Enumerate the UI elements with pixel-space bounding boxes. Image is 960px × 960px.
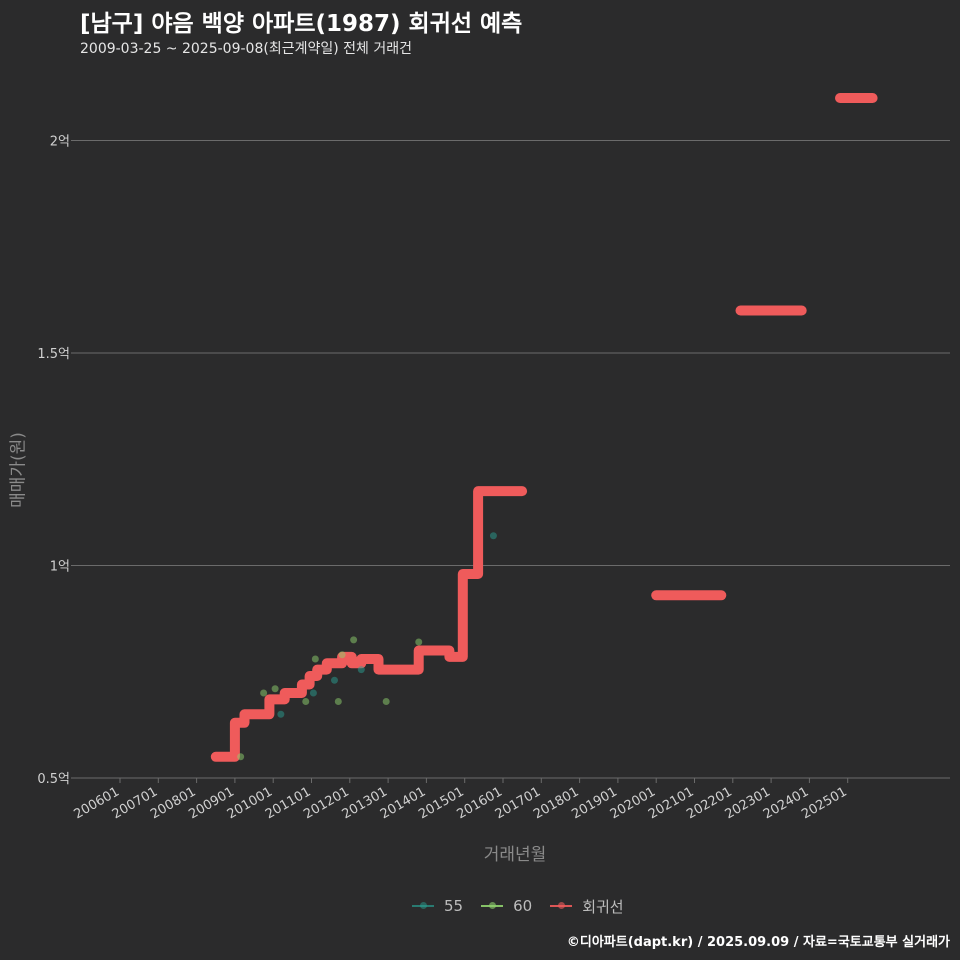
footer-credit: ©디아파트(dapt.kr) / 2025.09.09 / 자료=국토교통부 실… — [566, 935, 950, 950]
y-tick-label-3: 2억 — [50, 135, 70, 150]
legend-key-60 — [481, 896, 504, 916]
point-55-0 — [277, 710, 285, 718]
legend-label-60: 60 — [513, 897, 533, 915]
legend: 55 60 회귀선 — [412, 896, 642, 916]
y-tick-label-2: 1.5억 — [37, 347, 70, 362]
legend-key-55 — [412, 896, 434, 916]
point-55-1 — [309, 689, 317, 697]
point-55-3 — [357, 666, 365, 674]
legend-label-regression: 회귀선 — [582, 897, 624, 916]
chart-subtitle: 2009-03-25 ~ 2025-09-08(최근계약일) 전체 거래건 — [80, 41, 412, 57]
legend-key-regression — [550, 896, 573, 916]
point-60-5 — [334, 698, 342, 705]
point-60-1 — [260, 689, 268, 697]
legend-item-55: 55 — [412, 896, 463, 916]
point-55-2 — [330, 676, 338, 684]
legend-item-60: 60 — [481, 896, 532, 916]
point-60-8 — [382, 698, 390, 705]
y-tick-label-1: 1억 — [50, 560, 70, 575]
point-60-2 — [271, 685, 279, 693]
point-55-4 — [489, 532, 497, 540]
point-60-3 — [302, 698, 310, 705]
point-60-6 — [338, 651, 346, 659]
point-60-9 — [415, 638, 423, 646]
legend-label-55: 55 — [444, 897, 464, 915]
point-60-7 — [350, 636, 358, 644]
x-axis-label: 거래년월 — [483, 845, 547, 865]
point-60-4 — [311, 655, 319, 663]
y-tick-label-0: 0.5억 — [37, 772, 70, 787]
chart-title: [남구] 야음 백양 아파트(1987) 회귀선 예측 — [80, 11, 523, 37]
regression-line-segment-0 — [210, 486, 528, 762]
point-60-0 — [237, 753, 245, 761]
legend-item-regression: 회귀선 — [550, 896, 624, 917]
